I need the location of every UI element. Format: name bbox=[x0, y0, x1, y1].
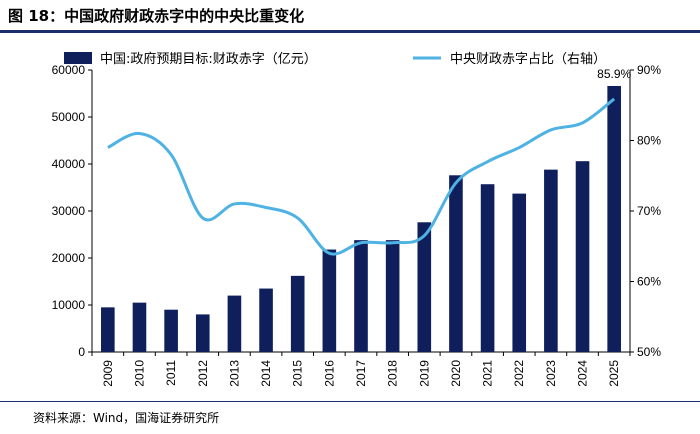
x-tick-label: 2019 bbox=[417, 360, 431, 387]
chart: 中国:政府预期目标:财政赤字（亿元） 中央财政赤字占比（右轴） 0 10000 20… bbox=[52, 52, 662, 387]
left-tick-label: 40000 bbox=[52, 157, 86, 171]
left-tick-label: 10000 bbox=[52, 298, 86, 312]
legend-line-label: 中央财政赤字占比（右轴） bbox=[450, 52, 606, 67]
tick-labels: 0 10000 20000 30000 40000 50000 60000 50% 60% 70%… bbox=[52, 63, 662, 387]
figure-title: 图 18：中国政府财政赤字中的中央比重变化 bbox=[8, 7, 305, 25]
x-tick-label: 2024 bbox=[576, 360, 590, 387]
bar bbox=[449, 175, 463, 352]
right-tick-label: 60% bbox=[637, 275, 661, 289]
source-rule bbox=[0, 401, 700, 402]
left-tick-label: 60000 bbox=[52, 63, 86, 77]
last-value-annotation: 85.9% bbox=[597, 67, 631, 81]
bar bbox=[195, 314, 210, 352]
axes bbox=[88, 69, 634, 356]
left-tick-label: 50000 bbox=[52, 110, 86, 124]
bar bbox=[512, 193, 527, 352]
x-tick-label: 2022 bbox=[512, 360, 526, 387]
x-tick-label: 2014 bbox=[259, 360, 273, 387]
x-tick-label: 2012 bbox=[196, 360, 210, 387]
x-tick-label: 2011 bbox=[164, 360, 178, 386]
bar bbox=[101, 307, 115, 352]
legend-bar-swatch bbox=[64, 52, 92, 64]
bar bbox=[575, 161, 590, 352]
bar bbox=[290, 275, 305, 352]
legend-bar-label: 中国:政府预期目标:财政赤字（亿元） bbox=[100, 52, 317, 67]
bar bbox=[417, 222, 432, 352]
bar bbox=[322, 249, 337, 352]
title-rule bbox=[0, 30, 700, 33]
right-tick-label: 90% bbox=[637, 63, 661, 77]
bar bbox=[132, 302, 147, 352]
left-tick-label: 30000 bbox=[52, 204, 86, 218]
line-series bbox=[107, 97, 616, 256]
x-tick-label: 2021 bbox=[481, 360, 495, 387]
bar bbox=[480, 184, 495, 352]
x-tick-label: 2013 bbox=[227, 360, 241, 387]
bar bbox=[544, 169, 558, 352]
x-tick-label: 2015 bbox=[291, 360, 305, 387]
right-tick-label: 50% bbox=[637, 345, 661, 359]
x-tick-label: 2009 bbox=[101, 360, 115, 387]
source-note: 资料来源：Wind，国海证券研究所 bbox=[33, 411, 220, 425]
right-tick-label: 80% bbox=[637, 134, 661, 148]
bar bbox=[354, 240, 368, 352]
x-tick-label: 2025 bbox=[607, 360, 621, 387]
x-tick-label: 2017 bbox=[354, 360, 368, 387]
x-tick-label: 2020 bbox=[449, 360, 463, 387]
x-tick-label: 2010 bbox=[132, 360, 146, 387]
legend: 中国:政府预期目标:财政赤字（亿元） 中央财政赤字占比（右轴） bbox=[64, 52, 606, 67]
left-tick-label: 20000 bbox=[52, 251, 86, 265]
bar-series bbox=[101, 85, 621, 352]
bar bbox=[227, 295, 242, 352]
x-tick-label: 2018 bbox=[386, 360, 400, 387]
right-tick-label: 70% bbox=[637, 204, 661, 218]
bar bbox=[164, 309, 178, 352]
x-tick-label: 2023 bbox=[544, 360, 558, 387]
bar bbox=[607, 85, 621, 352]
left-tick-label: 0 bbox=[78, 345, 85, 359]
bar bbox=[259, 288, 273, 352]
x-tick-label: 2016 bbox=[322, 360, 336, 387]
bar bbox=[385, 240, 400, 352]
line-path bbox=[107, 97, 616, 256]
